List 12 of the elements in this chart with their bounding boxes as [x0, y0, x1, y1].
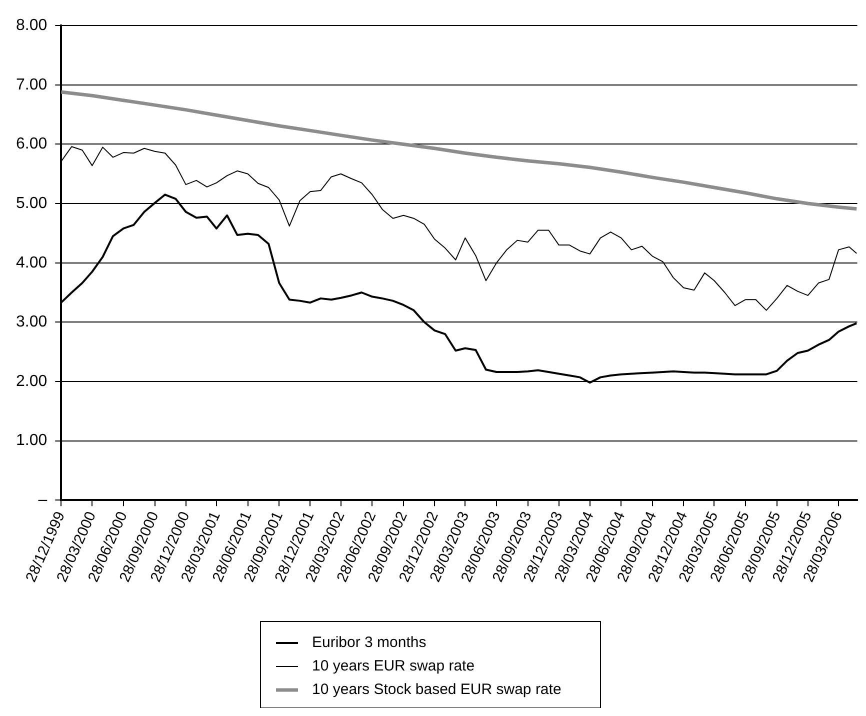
y-tick-label: 4.00: [16, 254, 48, 272]
y-tick-label: 5.00: [16, 194, 48, 212]
y-tick-label: 2.00: [16, 372, 48, 390]
y-tick-label: 8.00: [16, 17, 48, 34]
legend-label: 10 years Stock based EUR swap rate: [312, 681, 562, 698]
y-tick-label: 6.00: [16, 136, 48, 153]
legend-label: Euribor 3 months: [312, 634, 426, 652]
y-tick-label: –: [38, 492, 48, 508]
legend-label: 10 years EUR swap rate: [312, 658, 475, 675]
y-tick-label: 3.00: [16, 314, 48, 331]
y-tick-label: 7.00: [16, 76, 48, 94]
y-tick-label: 1.00: [16, 432, 48, 450]
